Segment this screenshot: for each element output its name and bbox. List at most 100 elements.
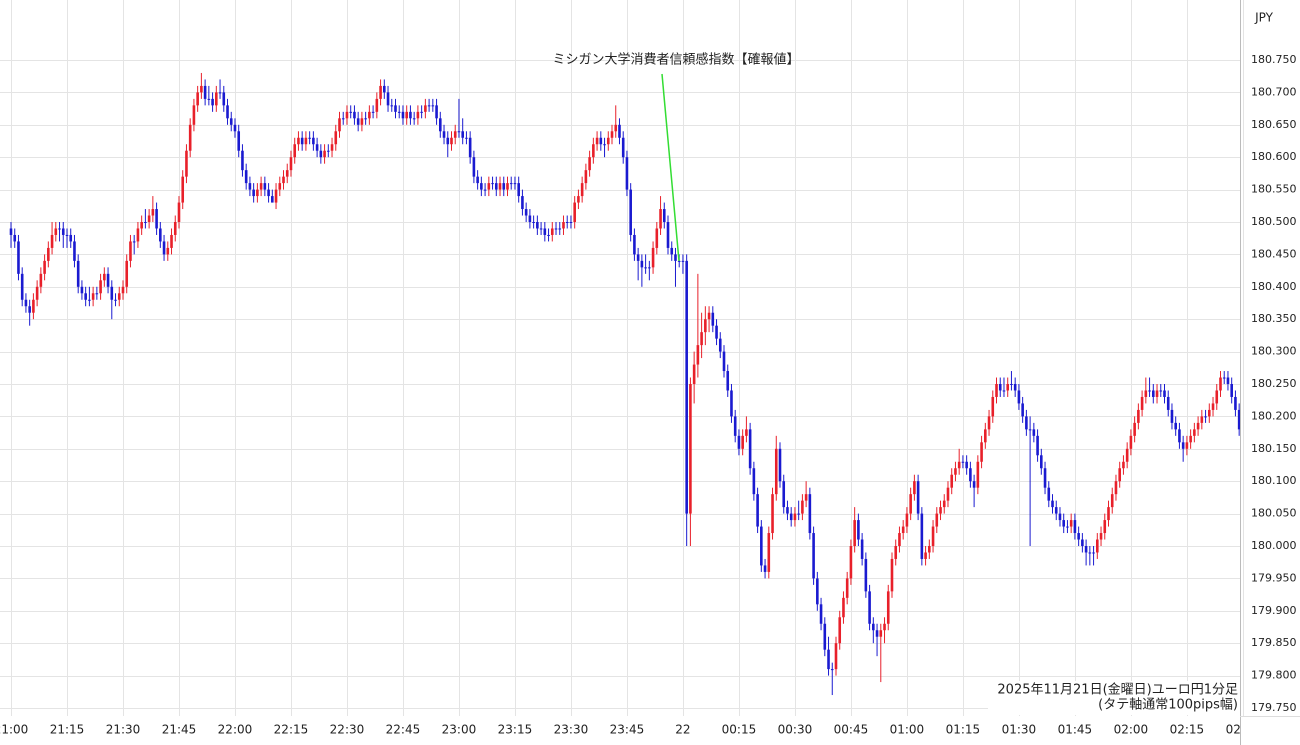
candle-body	[1237, 409, 1240, 430]
candle-body	[173, 222, 177, 235]
x-tick-label: 22:00	[218, 723, 253, 737]
candle-body	[898, 533, 901, 546]
x-tick-label: 00:45	[834, 723, 869, 737]
candle-body	[353, 111, 356, 119]
currency-label: JPY	[1254, 11, 1274, 25]
candle-body	[819, 604, 823, 624]
candle-body	[1151, 390, 1155, 397]
candle-body	[297, 137, 300, 145]
candle-body	[681, 260, 685, 262]
candle-body	[909, 494, 912, 514]
candle-body	[1092, 552, 1095, 554]
candle-body	[603, 144, 606, 146]
candle-body	[334, 131, 338, 145]
candle-body	[629, 189, 632, 235]
candle-body	[524, 209, 528, 216]
candle-body	[248, 183, 252, 190]
candle-body	[233, 124, 237, 132]
x-tick-label: 22:30	[330, 723, 365, 737]
candle-body	[1017, 390, 1021, 404]
candle-body	[614, 124, 618, 132]
candle-body	[129, 241, 132, 261]
candle-body	[356, 118, 360, 125]
candle-body	[1144, 390, 1148, 397]
candle-body	[763, 565, 767, 572]
candle-body	[1028, 429, 1032, 431]
candle-body	[1207, 409, 1211, 417]
candle-body	[446, 137, 450, 145]
candle-body	[453, 131, 457, 138]
candle-body	[875, 630, 879, 637]
candle-body	[621, 137, 625, 158]
x-tick-label: 02:00	[1114, 723, 1149, 737]
x-tick-label: 01:45	[1058, 723, 1093, 737]
candle-body	[140, 222, 143, 229]
candle-body	[1069, 520, 1073, 527]
candle-body	[472, 157, 476, 177]
candle-body	[745, 429, 748, 436]
candle-body	[562, 222, 565, 229]
candle-body	[383, 85, 386, 93]
candle-body	[659, 209, 662, 229]
candle-body	[692, 364, 696, 384]
candle-body	[226, 105, 229, 119]
candle-body	[1170, 409, 1174, 423]
x-tick-label: 23:00	[442, 723, 477, 737]
candle-body	[633, 234, 636, 255]
candle-body	[804, 494, 808, 501]
x-tick-label: 02:30	[1226, 723, 1261, 737]
candle-body	[685, 260, 688, 514]
candle-body	[961, 461, 965, 463]
candle-body	[752, 468, 756, 495]
candle-body	[1021, 403, 1024, 417]
candle-body	[480, 183, 483, 190]
candle-body	[606, 137, 610, 145]
candle-body	[431, 105, 435, 107]
candle-body	[737, 435, 741, 449]
candle-body	[521, 196, 524, 210]
candle-body	[1174, 422, 1177, 430]
candle-body	[405, 111, 408, 119]
candle-body	[1066, 526, 1069, 528]
candle-body	[741, 435, 744, 449]
candle-body	[1181, 442, 1185, 449]
candle-body	[84, 293, 87, 300]
candle-body	[125, 260, 129, 287]
candle-body	[573, 202, 576, 222]
candle-body	[1047, 487, 1051, 501]
x-tick-label: 21:15	[50, 723, 85, 737]
candle-body	[782, 481, 786, 508]
candle-body	[106, 273, 110, 287]
candle-body	[155, 209, 158, 229]
candle-body	[237, 131, 241, 151]
candle-body	[797, 513, 800, 515]
candle-body	[271, 196, 274, 203]
x-tick-label: 01:00	[890, 723, 925, 737]
candle-body	[252, 189, 255, 197]
candle-body	[1110, 494, 1114, 508]
candle-body	[1051, 500, 1054, 508]
candle-body	[808, 494, 812, 534]
x-tick-label: 23:45	[610, 723, 645, 737]
candle-body	[188, 124, 192, 151]
candle-body	[1204, 416, 1207, 418]
candle-body	[442, 131, 446, 138]
candle-body	[890, 558, 894, 592]
candle-body	[215, 92, 218, 106]
candle-body	[636, 254, 640, 261]
candle-body	[547, 234, 550, 236]
candle-body	[368, 111, 371, 119]
candle-body	[677, 260, 681, 262]
candle-body	[1002, 390, 1006, 392]
candle-body	[536, 222, 539, 229]
candle-body	[1193, 429, 1196, 436]
candle-body	[1010, 384, 1013, 385]
candle-body	[528, 215, 532, 222]
candle-body	[110, 286, 114, 300]
candle-body	[438, 118, 442, 132]
candle-body	[200, 85, 203, 93]
candle-body	[1122, 461, 1125, 469]
candle-body	[192, 105, 196, 125]
candle-body	[13, 234, 17, 242]
